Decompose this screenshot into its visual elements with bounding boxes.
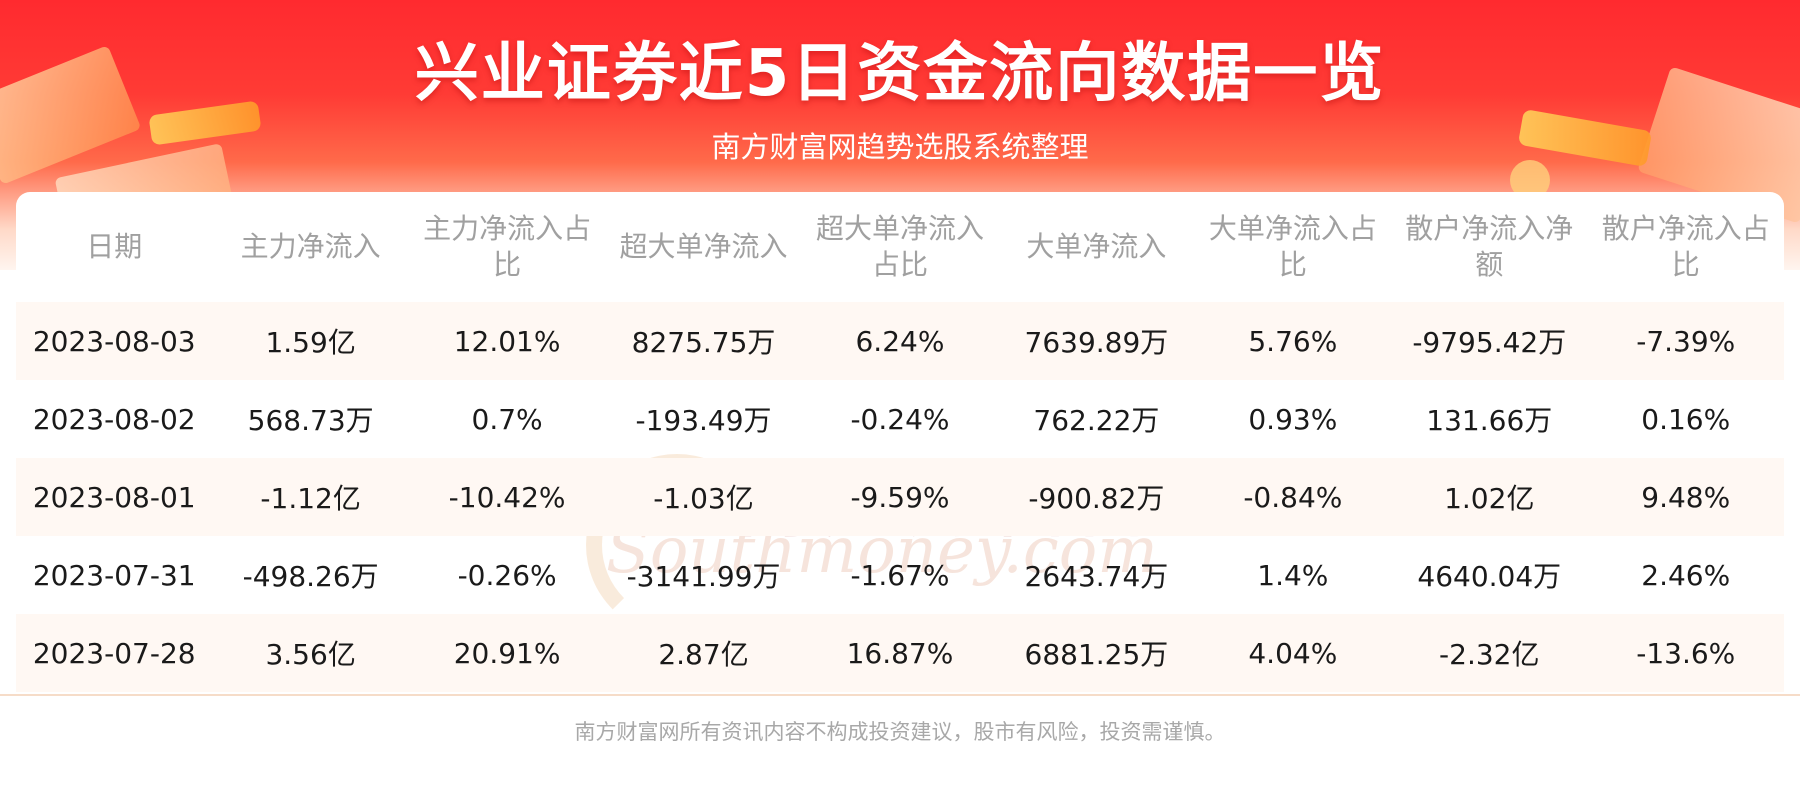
value-cell: -1.03亿 [605,458,802,536]
value-cell: -0.84% [1194,458,1392,536]
value-cell: 762.22万 [1033,404,1160,437]
value-cell: 1.4% [1257,558,1329,592]
value-cell: 2.87亿 [605,614,802,692]
value-cell: -498.26万 [242,560,379,593]
page-subtitle: 南方财富网趋势选股系统整理 [711,130,1089,164]
column-header: 主力净流入占比 [423,212,592,281]
table-row: 2023-07-28 3.56亿 20.91% 2.87亿 16.87% 6881.25万… [16,614,1784,692]
value-cell: -9.59% [801,458,999,536]
value-cell: 4640.04万 [1417,560,1562,593]
value-cell: 3.56亿 [212,614,409,692]
divider [0,694,1800,696]
value-cell: -9795.42万 [1391,302,1588,380]
value-cell: 2643.74万 [1024,560,1169,593]
value-cell: 6.24% [801,302,999,380]
date-cell: 2023-08-03 [16,302,213,380]
table-header-row: 日期 主力净流入 主力净流入占比 超大单净流入 超大单净流入占比 大单净流入 大单净流入占比… [16,192,1784,302]
table-row: 2023-08-03 1.59亿 12.01% 8275.75万 6.24% 7639.8… [16,302,1784,380]
value-cell: 131.66万 [1426,404,1553,437]
value-cell: 1.02亿 [1391,458,1588,536]
value-cell: 12.01% [408,302,606,380]
value-cell: 568.73万 [247,404,374,437]
value-cell: 5.76% [1194,302,1392,380]
value-cell: -7.39% [1587,302,1784,380]
value-cell: -193.49万 [635,404,772,437]
value-cell: 7639.89万 [998,302,1195,380]
value-cell: -0.26% [457,558,557,592]
table-card: 南方财富网 Southmoney.com 日期主力净流入主力净流入占比超大单净流… [16,192,1784,692]
value-cell: 16.87% [801,614,999,692]
date-cell: 2023-08-02 [32,402,196,436]
column-header: 大单净流入占比 [1208,212,1377,281]
column-header: 散户净流入净额 [1405,212,1574,281]
value-cell: -13.6% [1587,614,1784,692]
value-cell: -2.32亿 [1391,614,1588,692]
column-header: 超大单净流入占比 [815,212,984,281]
fund-flow-table: 日期 主力净流入 主力净流入占比 超大单净流入 超大单净流入占比 大单净流入 大单净流入占比… [16,192,1784,692]
value-cell: 0.93% [1248,402,1338,436]
date-cell: 2023-07-31 [32,558,196,592]
column-header: 超大单净流入 [619,230,788,263]
value-cell: 6881.25万 [998,614,1195,692]
column-header: 日期 [86,230,143,263]
table-row: 2023-08-01 -1.12亿 -10.42% -1.03亿 -9.59% -900.… [16,458,1784,536]
date-cell: 2023-07-28 [16,614,213,692]
value-cell: -900.82万 [998,458,1195,536]
value-cell: 9.48% [1587,458,1784,536]
value-cell: 4.04% [1194,614,1392,692]
value-cell: -0.24% [850,402,950,436]
value-cell: 1.59亿 [212,302,409,380]
table-row: 2023-08-02 568.73万 0.7% -193.49万 -0.24% 762.2… [16,380,1784,458]
value-cell: -3141.99万 [626,560,781,593]
value-cell: 0.16% [1641,402,1731,436]
column-header: 大单净流入 [1026,230,1167,263]
value-cell: -1.12亿 [212,458,409,536]
value-cell: -1.67% [850,558,950,592]
column-header: 散户净流入占比 [1601,212,1770,281]
value-cell: 20.91% [408,614,606,692]
disclaimer: 南方财富网所有资讯内容不构成投资建议，股市有风险，投资需谨慎。 [574,720,1226,744]
table-body: 2023-08-03 1.59亿 12.01% 8275.75万 6.24% 7639.8… [16,302,1784,692]
column-header: 主力净流入 [240,230,381,263]
page-title: 兴业证券近5日资金流向数据一览 [414,37,1386,111]
value-cell: 2.46% [1641,558,1731,592]
value-cell: 0.7% [471,402,543,436]
table-row: 2023-07-31 -498.26万 -0.26% -3141.99万 -1.67% 2… [16,536,1784,614]
value-cell: -10.42% [408,458,606,536]
value-cell: 8275.75万 [605,302,802,380]
date-cell: 2023-08-01 [16,458,213,536]
